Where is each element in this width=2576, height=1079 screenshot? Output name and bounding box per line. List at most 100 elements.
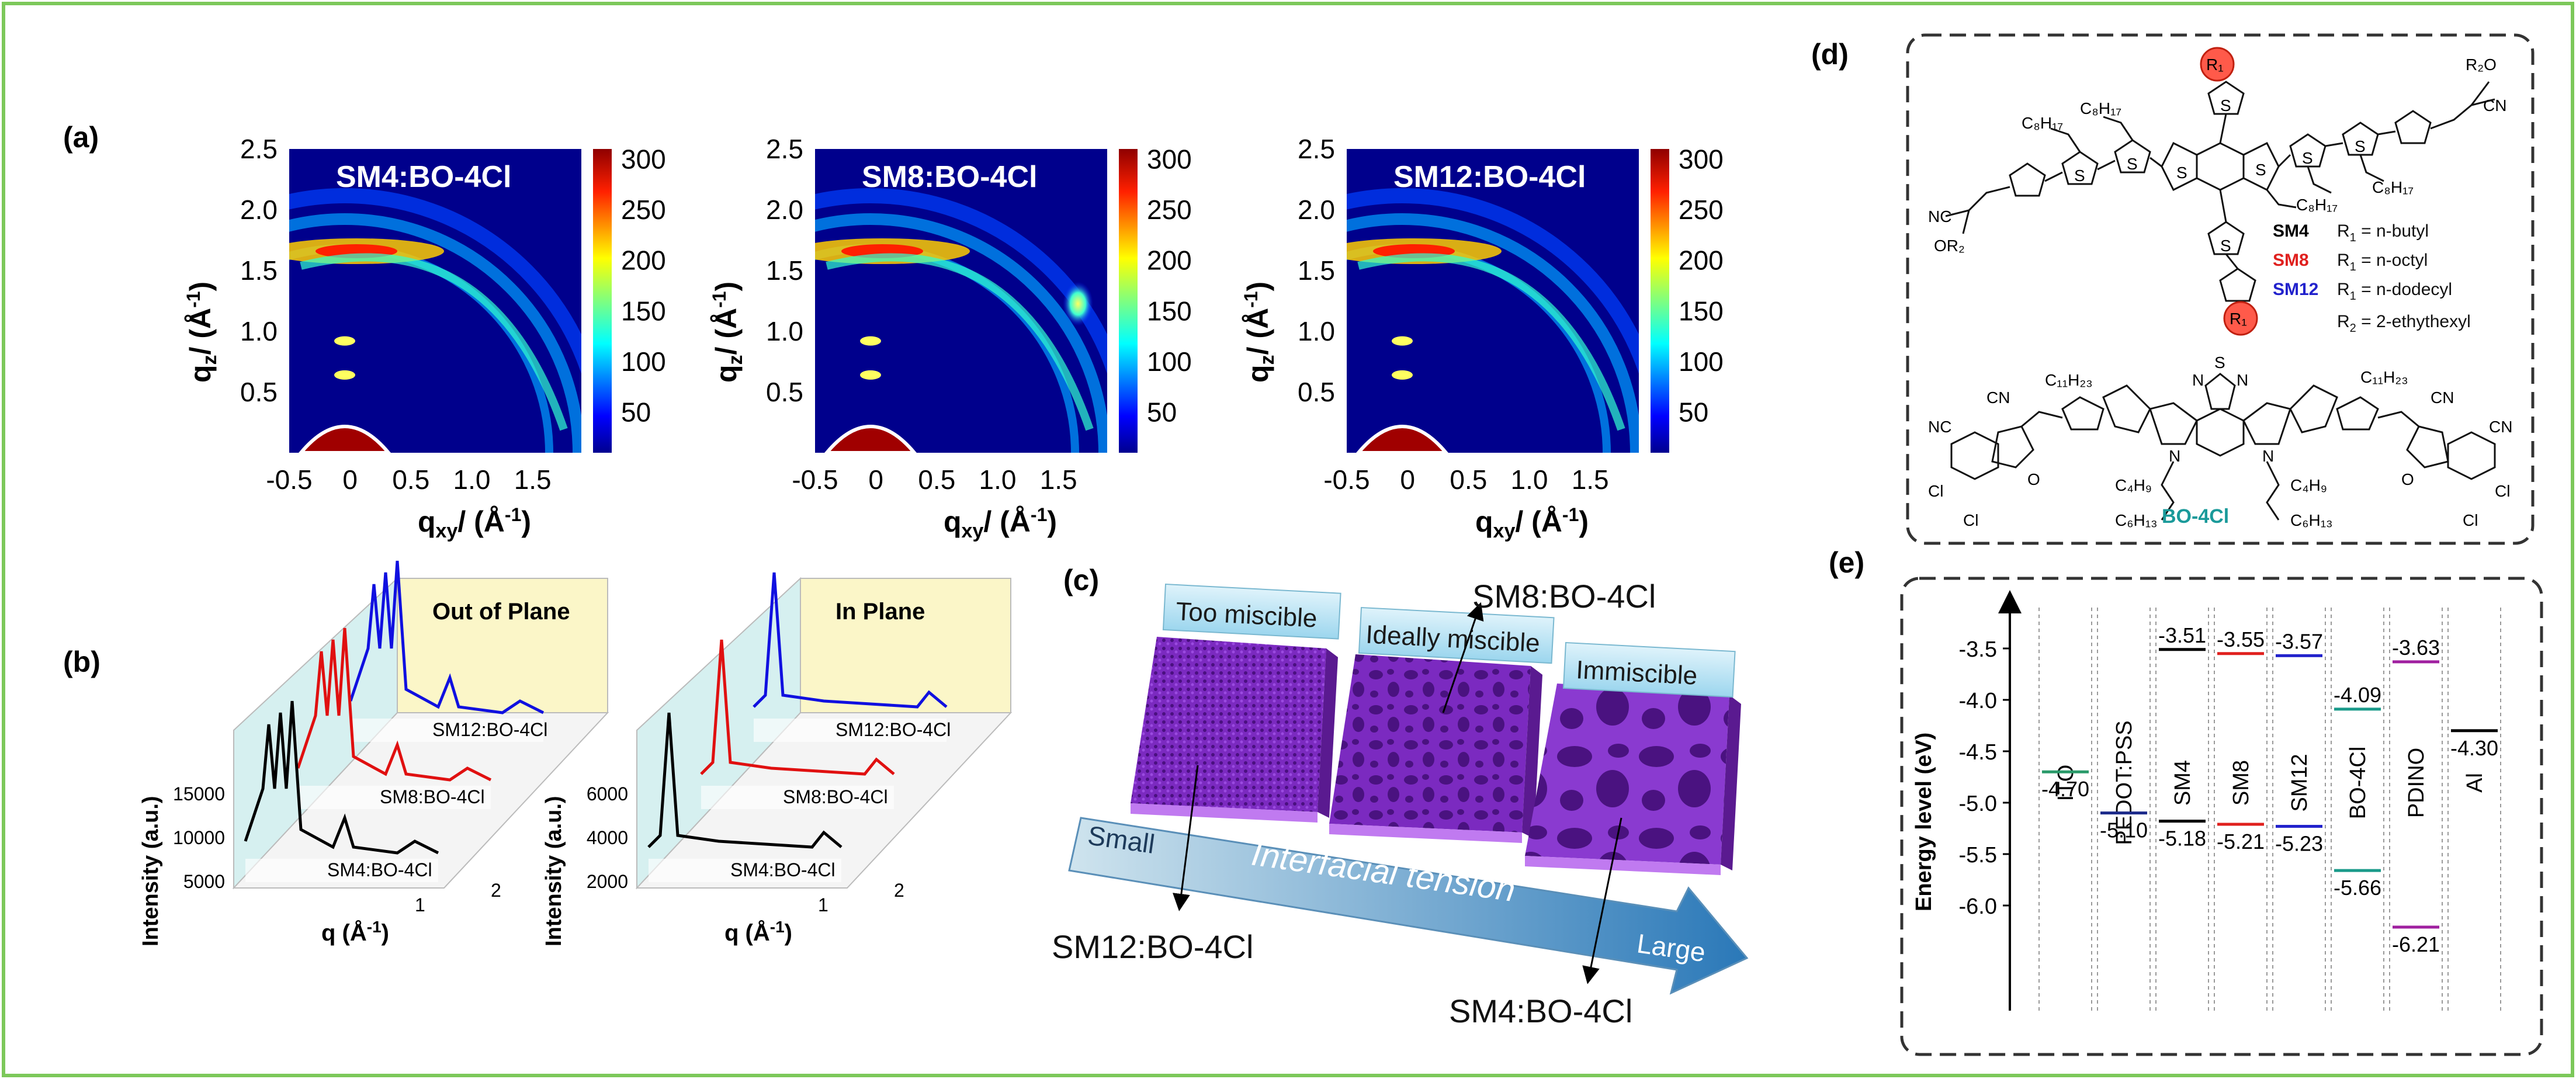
colorbar-tick: 50 bbox=[1147, 397, 1177, 428]
miscibility-schematic: Interfacial tension Small Large Too misc… bbox=[1052, 578, 1749, 1029]
r1-bottom-text: R₁ bbox=[2230, 310, 2247, 328]
label-box-immiscible bbox=[1562, 641, 1736, 698]
material-name: SM4 bbox=[2171, 760, 2195, 806]
colorbar bbox=[1651, 149, 1669, 453]
trace-line bbox=[349, 560, 545, 714]
energy-diagram: -3.5 -4.0 -4.5 -5.0 -5.5 -6.0 Energy level (eV… bbox=[1912, 590, 2501, 1011]
map-content bbox=[1347, 188, 1639, 453]
energy-tick-label: -3.5 bbox=[1959, 637, 1997, 662]
lamellar-spot bbox=[1392, 370, 1413, 380]
atom-s-right1: S bbox=[2302, 149, 2313, 167]
energy-tick-label: -4.0 bbox=[1959, 689, 1997, 713]
giwaxs-x-label: qxy/ (Å-1) bbox=[418, 504, 531, 542]
giwaxs-title: SM12:BO-4Cl bbox=[1393, 160, 1586, 194]
legend-name: SM4 bbox=[2273, 221, 2309, 241]
energy-tick-label: -5.0 bbox=[1959, 792, 1997, 816]
acc-cl-right2: Cl bbox=[2463, 511, 2478, 529]
material-name: Al bbox=[2463, 773, 2487, 793]
colorbar-tick: 150 bbox=[621, 296, 666, 326]
giwaxs-x-tick: -0.5 bbox=[1323, 464, 1370, 495]
lamellar-spot bbox=[860, 336, 881, 346]
profile-title: Out of Plane bbox=[432, 599, 570, 624]
trace-line bbox=[753, 572, 948, 709]
energy-tick-label: -5.5 bbox=[1959, 843, 1997, 868]
acc-c6h13-right: C₆H₁₃ bbox=[2290, 511, 2333, 529]
giwaxs-y-tick: 1.5 bbox=[240, 255, 278, 286]
giwaxs-x-tick: 1.0 bbox=[453, 464, 491, 495]
scatter-ring bbox=[1347, 188, 1639, 374]
diffuse-arc bbox=[300, 253, 568, 431]
giwaxs-x-tick: 1.5 bbox=[1040, 464, 1077, 495]
giwaxs-x-tick: -0.5 bbox=[792, 464, 838, 495]
colorbar-tick: 150 bbox=[1679, 296, 1724, 326]
lamellar-spot bbox=[1392, 336, 1413, 346]
material-name: PDINO bbox=[2404, 748, 2429, 818]
beam-stop bbox=[824, 425, 917, 453]
q-tick: 1 bbox=[818, 894, 828, 915]
trace-line bbox=[647, 712, 843, 849]
acc-atom-s: S bbox=[2214, 353, 2225, 372]
material-name: BO-4Cl bbox=[2346, 747, 2370, 820]
acc-cn-right1: CN bbox=[2431, 388, 2454, 407]
callout-line-sm12 bbox=[1173, 765, 1199, 911]
lamellar-spot bbox=[334, 336, 355, 346]
map-content bbox=[289, 188, 581, 453]
acc-atom-n4: N bbox=[2262, 447, 2274, 465]
acc-nc-left2: NC bbox=[1928, 418, 1951, 436]
giwaxs-y-tick: 2.5 bbox=[1298, 134, 1335, 164]
giwaxs-x-tick: 1.5 bbox=[1572, 464, 1609, 495]
trace-label: SM12:BO-4Cl bbox=[432, 719, 547, 740]
alkyl-c8h17-4: C₈H₁₇ bbox=[2296, 196, 2338, 214]
r1-circle-bottom bbox=[2223, 301, 2258, 336]
acc-atom-n2: N bbox=[2237, 371, 2248, 389]
r1-circle-top bbox=[2200, 47, 2235, 82]
r1-top-text: R₁ bbox=[2206, 55, 2224, 74]
colorbar-tick: 100 bbox=[1147, 346, 1192, 377]
scatter-ring bbox=[289, 188, 581, 374]
material-name: SM8 bbox=[2229, 760, 2253, 806]
legend-r2: R2 = 2-ethythexyl bbox=[2337, 312, 2471, 335]
label-box-ideal bbox=[1358, 606, 1555, 664]
z-tick: 2000 bbox=[587, 871, 628, 892]
trace-plane bbox=[245, 859, 438, 882]
beam-stop bbox=[299, 425, 391, 453]
acc-c6h13-left: C₆H₁₃ bbox=[2115, 511, 2158, 529]
panel-label-e: (e) bbox=[1829, 546, 1864, 579]
colorbar-tick: 200 bbox=[1679, 245, 1724, 276]
trace-plane bbox=[298, 786, 491, 809]
intensity-label: Intensity (a.u.) bbox=[138, 796, 163, 946]
energy-level-value: -3.51 bbox=[2158, 623, 2206, 647]
colorbar-tick: 300 bbox=[1147, 144, 1192, 174]
acceptor-structure bbox=[1950, 373, 2496, 521]
in-plane-spot bbox=[1063, 282, 1093, 326]
q-tick: 1 bbox=[415, 894, 425, 915]
trace-label: SM4:BO-4Cl bbox=[730, 859, 835, 880]
trace-plane bbox=[351, 719, 543, 742]
giwaxs-x-tick: 0.5 bbox=[918, 464, 955, 495]
atom-or2-left: OR₂ bbox=[1934, 237, 1965, 255]
z-tick: 6000 bbox=[587, 783, 628, 804]
atom-s-left2: S bbox=[2074, 166, 2085, 185]
scatter-ring bbox=[815, 213, 1107, 453]
acc-cn-right2: CN bbox=[2489, 418, 2512, 436]
giwaxs-y-tick: 1.0 bbox=[240, 316, 278, 346]
colorbar-tick: 150 bbox=[1147, 296, 1192, 326]
giwaxs-map-2: SM8:BO-4Cl 2.5 2.0 1.5 1.0 0.5 -0.5 0 0.5 1.0 1.5 q… bbox=[709, 134, 1192, 542]
giwaxs-x-tick: 1.0 bbox=[979, 464, 1017, 495]
z-tick: 15000 bbox=[173, 783, 225, 804]
energy-panel: -3.5 -4.0 -4.5 -5.0 -5.5 -6.0 Energy level (eV… bbox=[1900, 577, 2543, 1056]
giwaxs-x-tick: 0 bbox=[868, 464, 883, 495]
tile-too-miscible bbox=[1131, 637, 1338, 823]
energy-level-value: -4.70 bbox=[2041, 777, 2089, 801]
colorbar-tick: 300 bbox=[621, 144, 666, 174]
energy-level-value: -5.66 bbox=[2334, 876, 2381, 900]
q-axis-label: q (Å-1) bbox=[321, 918, 389, 946]
interfacial-tension-arrow bbox=[1068, 817, 1749, 995]
z-tick: 10000 bbox=[173, 827, 225, 848]
structures-panel: R₁ R₁ S S S S S S S S C₈H₁₇ C₈H₁₇ C₈H₁₇ … bbox=[1906, 33, 2535, 545]
trace-label: SM12:BO-4Cl bbox=[835, 719, 951, 740]
callout-sm8: SM8:BO-4Cl bbox=[1472, 578, 1656, 615]
colorbar-tick: 50 bbox=[621, 397, 651, 428]
giwaxs-x-tick: 0 bbox=[342, 464, 358, 495]
